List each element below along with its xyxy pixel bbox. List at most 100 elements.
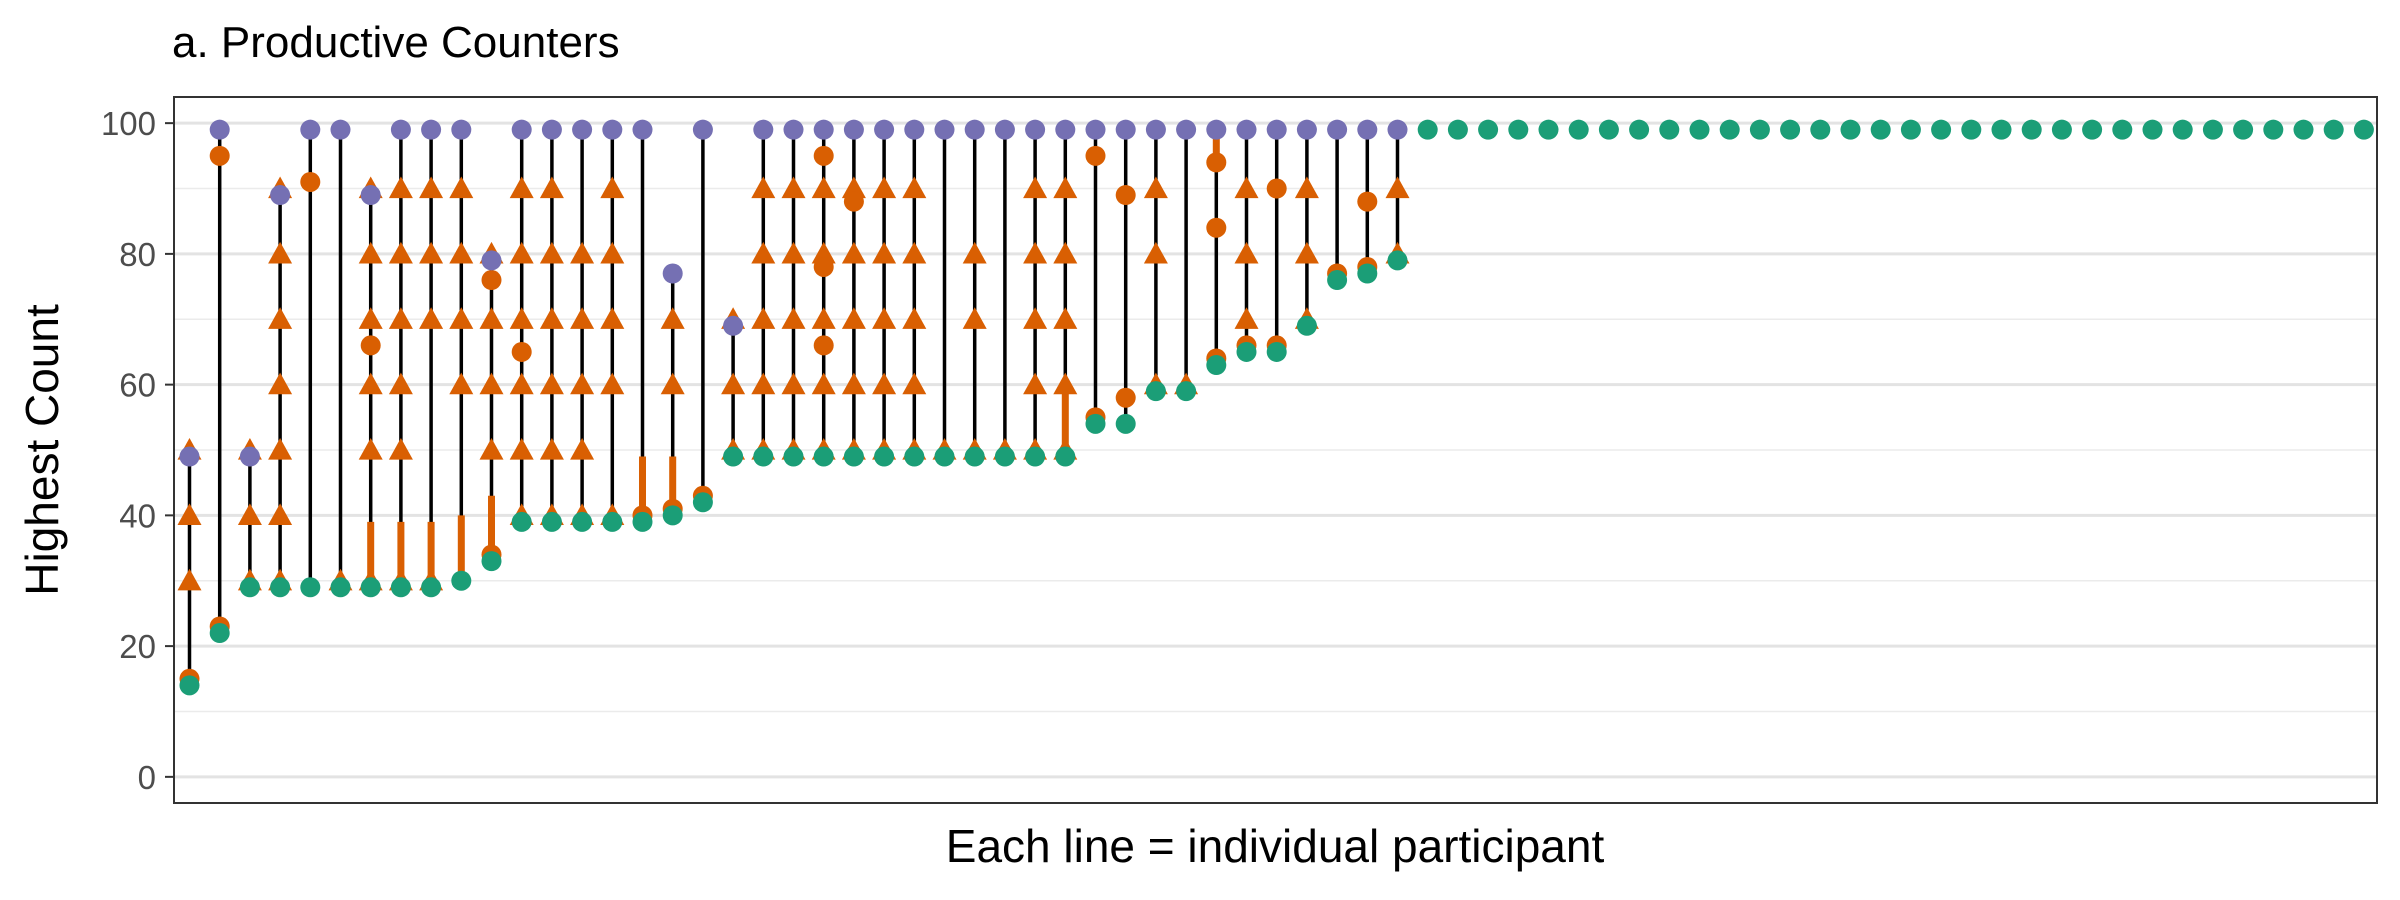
prompt-triangle [902,176,927,199]
prompt-triangle [1023,241,1048,264]
participant [2021,119,2042,140]
prompt-triangle [811,307,836,329]
final-point [239,446,260,467]
prompt-triangle [841,307,866,329]
prompt-triangle [962,307,987,329]
initial-point [753,446,774,467]
participant [1629,119,1650,140]
initial-point [572,511,593,532]
participant [1840,119,1861,140]
initial-point [1055,446,1076,467]
participant [1206,119,1227,376]
initial-point [1327,270,1348,291]
participant [2233,119,2254,140]
participant [570,119,595,532]
prompt-triangle [1143,241,1168,264]
participant [1961,119,1982,140]
participant [1294,119,1319,336]
prompt-triangle [358,372,383,395]
final-point [934,119,955,140]
participant [300,119,321,598]
prompt-triangle [388,307,413,329]
prompt-triangle [1053,241,1078,264]
initial-point [1025,446,1046,467]
final-point [904,119,925,140]
prompt-triangle [388,176,413,199]
participant [1357,119,1378,284]
prompt-triangle [1294,241,1319,264]
prompt-triangle [781,241,806,264]
initial-point [481,551,502,572]
participant [1447,119,1468,140]
initial-point [1508,119,1529,140]
prompt-triangle [660,372,685,395]
final-point [270,185,291,206]
initial-point [2082,119,2103,140]
prompt-triangle [781,372,806,395]
initial-point [1266,341,1287,362]
prompt-triangle [358,241,383,264]
initial-point [511,511,532,532]
final-point [662,263,683,284]
prompt-triangle [872,307,897,329]
prompt-triangle [570,241,595,264]
initial-point [602,511,623,532]
final-point [300,119,321,140]
y-tick-label: 100 [101,105,156,142]
error-point [209,145,230,166]
initial-point [541,511,562,532]
participant [1417,119,1438,140]
prompt-triangle [268,307,293,329]
prompt-triangle [539,176,564,199]
final-point [1055,119,1076,140]
initial-point [2202,119,2223,140]
participant [2112,119,2133,140]
participant [268,176,293,598]
initial-point [1145,381,1166,402]
error-point [360,335,381,356]
error-point [300,171,321,192]
final-point [330,119,351,140]
participant [2293,119,2314,140]
prompt-triangle [237,503,262,525]
final-point [994,119,1015,140]
initial-point [904,446,925,467]
participant [1598,119,1619,140]
major-gridlines [174,121,2377,779]
error-point [1085,145,1106,166]
initial-point [1689,119,1710,140]
participant [721,307,746,467]
participant [660,263,685,526]
prompt-triangle [751,176,776,199]
initial-point [1447,119,1468,140]
participant [1810,119,1831,140]
prompt-triangle [811,241,836,264]
participant [1659,119,1680,140]
participant [781,119,806,467]
prompt-triangle [479,307,504,329]
participant [479,241,504,572]
participant-marks [177,119,2374,696]
final-point [753,119,774,140]
error-point [843,191,864,212]
final-point [511,119,532,140]
error-point [511,341,532,362]
prompt-triangle [811,176,836,199]
error-point [1206,217,1227,238]
error-point [813,335,834,356]
initial-point [2233,119,2254,140]
final-point [723,315,744,336]
participant [2172,119,2193,140]
participant [841,119,866,467]
final-point [1145,119,1166,140]
participant [1023,119,1048,467]
initial-point [1478,119,1499,140]
participant [872,119,897,467]
participant [449,119,474,591]
participant [1478,119,1499,140]
prompt-triangle [570,372,595,395]
initial-point [330,577,351,598]
prompt-triangle [1143,176,1168,199]
prompt-triangle [268,438,293,460]
